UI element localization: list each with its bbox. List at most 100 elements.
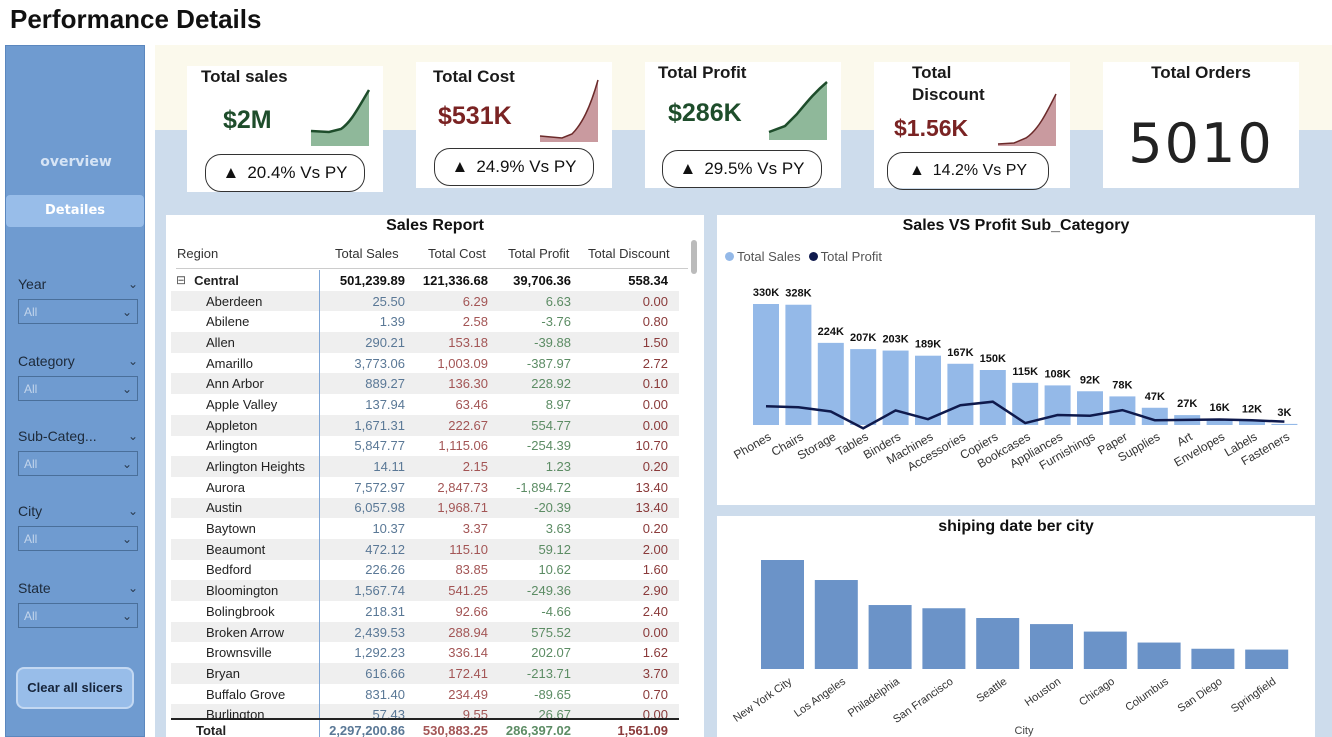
table-row[interactable]: Apple Valley 137.94 63.46 8.97 0.00 [171,394,679,415]
slicer-city-value: All [24,531,38,546]
chevron-down-icon[interactable]: ⌄ [127,504,138,518]
table-row[interactable]: Beaumont 472.12 115.10 59.12 2.00 [171,538,679,560]
kpi-card-total-profit[interactable]: Total Profit $286K ▲ 29.5% Vs PY [645,62,841,188]
collapse-icon[interactable]: ⊟ [176,273,187,288]
table-row[interactable]: Bryan 616.66 172.41 -213.71 3.70 [171,663,679,684]
table-row[interactable]: Abilene 1.39 2.58 -3.76 0.80 [171,311,679,333]
kpi-change: 14.2% Vs PY [932,162,1028,179]
cell-discount: 0.70 [642,686,668,702]
cell-region: Allen [171,332,320,353]
legend-dot-icon [808,252,818,261]
header-total-sales[interactable]: Total Sales [335,246,399,261]
table-group-row[interactable]: ⊟ Central 501,239.89 121,336.68 39,706.36 558… [171,270,679,291]
table-row[interactable]: Ann Arbor 889.27 136.30 228.92 0.10 [171,373,679,395]
table-row[interactable]: Aurora 7,572.97 2,847.73 -1,894.72 13.40 [171,476,679,498]
slicer-category-label: Category [18,353,75,369]
sidebar: overview Detailes Year ⌄ All ⌄ Category ⌄ A… [5,45,145,737]
cell-sales: 1.39 [379,314,405,330]
cell-discount: 1.62 [642,645,668,661]
cell-discount: 0.80 [642,314,668,330]
kpi-card-total-cost[interactable]: Total Cost $531K ▲ 24.9% Vs PY [416,62,612,188]
bar-machines [915,355,941,425]
cell-profit: -3.76 [541,314,571,330]
sparkline-sales [310,89,371,146]
chart-legend: Total Sales Total Profit [725,249,882,264]
cell-discount: 2.00 [642,541,668,557]
kpi-card-total-orders[interactable]: Total Orders 5010 [1103,62,1299,188]
legend-item-profit[interactable]: Total Profit [808,249,882,264]
chevron-down-icon[interactable]: ⌄ [127,429,138,443]
x-tick-label: Houston [1023,676,1063,709]
legend-item-sales[interactable]: Total Sales [725,249,801,264]
group-sales: 501,239.89 [339,272,405,288]
table-row[interactable]: Bedford 226.26 83.85 10.62 1.60 [171,559,679,581]
data-label: 27K [1177,398,1197,410]
table-row[interactable]: Amarillo 3,773.06 1,003.09 -387.97 2.72 [171,352,679,374]
cell-profit: -20.39 [534,500,571,516]
cell-profit: -249.36 [526,583,571,599]
chevron-down-icon[interactable]: ⌄ [127,277,138,291]
table-row[interactable]: Allen 290.21 153.18 -39.88 1.50 [171,332,679,353]
header-total-cost[interactable]: Total Cost [428,246,486,261]
nav-overview-button[interactable]: overview [40,154,112,170]
chevron-down-icon: ⌄ [121,531,132,546]
kpi-card-total-sales[interactable]: Total sales $2M ▲ 20.4% Vs PY [187,66,383,192]
sales-profit-chart: 330KPhones328KChairs224KStorage207KTable… [731,287,1298,474]
slicer-city-dropdown[interactable]: All ⌄ [18,526,138,551]
table-row[interactable]: Burlington 57.43 9.55 26.67 0.00 [171,704,679,718]
table-row[interactable]: Buffalo Grove 831.40 234.49 -89.65 0.70 [171,683,679,705]
slicer-state-dropdown[interactable]: All ⌄ [18,603,138,628]
bar-seattle [976,618,1020,669]
cell-sales: 290.21 [365,334,405,350]
table-row[interactable]: Baytown 10.37 3.37 3.63 0.20 [171,518,679,539]
bar-furnishings [1077,391,1103,425]
table-row[interactable]: Arlington 5,847.77 1,115.06 -254.39 10.70 [171,435,679,457]
cell-profit: 8.97 [545,396,571,412]
chevron-down-icon[interactable]: ⌄ [127,354,138,368]
slicer-category-dropdown[interactable]: All ⌄ [18,376,138,401]
kpi-title: Total Discount [912,63,985,104]
kpi-value: $2M [223,106,272,134]
clear-all-slicers-button[interactable]: Clear all slicers [16,667,134,709]
x-tick-label: San Diego [1176,676,1225,715]
nav-details-button[interactable]: Detailes [6,195,144,227]
cell-discount: 2.72 [642,355,668,371]
group-region: ⊟ Central [171,270,320,291]
cell-cost: 2.15 [462,459,488,475]
bar-labels [1239,420,1265,425]
table-scrollbar[interactable] [691,240,697,274]
data-label: 12K [1242,404,1262,416]
cell-region: Broken Arrow [171,621,320,643]
chevron-down-icon[interactable]: ⌄ [127,581,138,595]
data-label: 78K [1112,379,1132,391]
table-row[interactable]: Appleton 1,671.31 222.67 554.77 0.00 [171,414,679,436]
cell-profit: -213.71 [526,665,571,681]
header-total-discount[interactable]: Total Discount [588,246,670,261]
slicer-subcategory: Sub-Categ... ⌄ All ⌄ [18,428,138,476]
table-row[interactable]: Broken Arrow 2,439.53 288.94 575.52 0.00 [171,621,679,643]
table-row[interactable]: Aberdeen 25.50 6.29 6.63 0.00 [171,290,679,312]
table-row[interactable]: Austin 6,057.98 1,968.71 -20.39 13.40 [171,497,679,519]
data-label: 47K [1145,391,1165,403]
table-row[interactable]: Arlington Heights 14.11 2.15 1.23 0.20 [171,456,679,477]
cell-cost: 234.49 [448,686,488,702]
cell-cost: 288.94 [448,624,488,640]
kpi-card-total-discount[interactable]: Total Discount $1.56K ▲ 14.2% Vs PY [874,62,1070,190]
table-row[interactable]: Brownsville 1,292.23 336.14 202.07 1.62 [171,642,679,664]
cell-region: Beaumont [171,538,320,560]
data-label: 224K [818,326,844,338]
slicer-subcategory-dropdown[interactable]: All ⌄ [18,451,138,476]
slicer-year-dropdown[interactable]: All ⌄ [18,299,138,324]
table-row[interactable]: Bloomington 1,567.74 541.25 -249.36 2.90 [171,580,679,601]
cell-cost: 222.67 [448,417,488,433]
profit-line [765,400,1285,430]
header-region[interactable]: Region [177,246,219,261]
cell-profit: -254.39 [526,438,571,454]
kpi-value: $286K [668,99,742,127]
table-row[interactable]: Bolingbrook 218.31 92.66 -4.66 2.40 [171,601,679,622]
cell-cost: 336.14 [448,645,488,661]
header-total-profit[interactable]: Total Profit [508,246,570,261]
cell-region: Burlington [171,704,320,718]
cell-sales: 831.40 [365,686,405,702]
